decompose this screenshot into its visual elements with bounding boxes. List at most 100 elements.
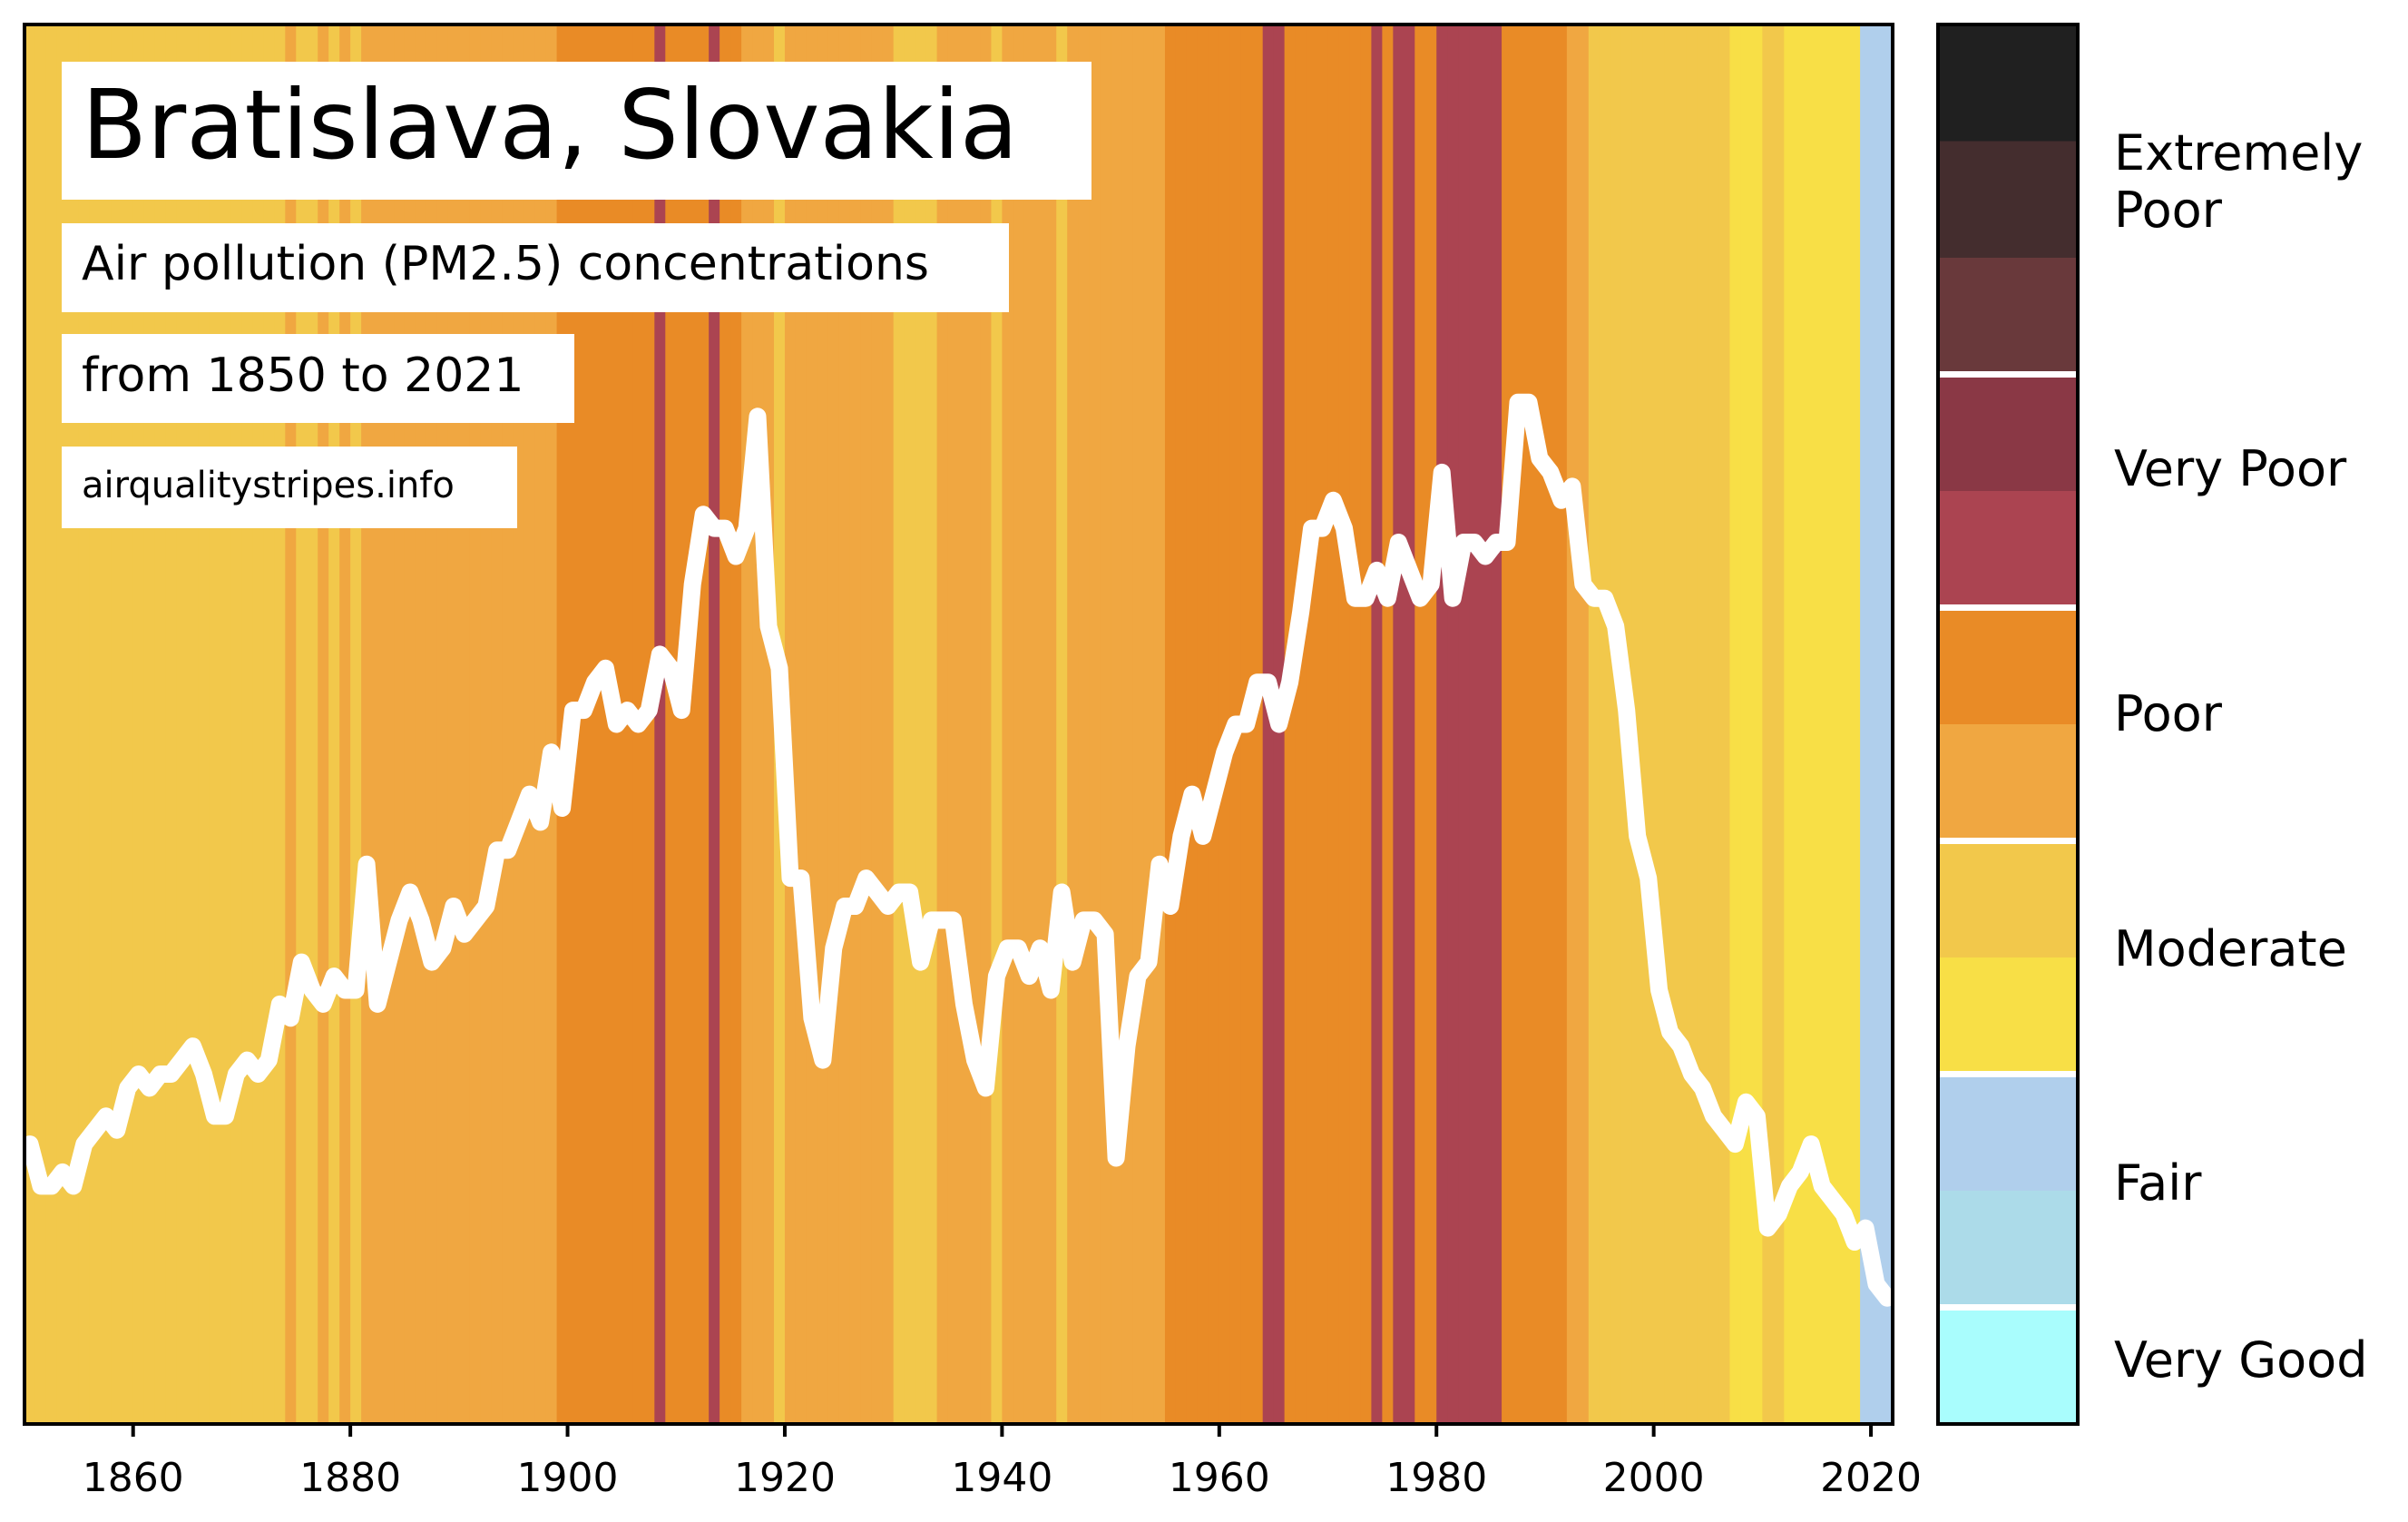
stripe-1982 [1458,25,1470,1424]
stripe-1909 [665,25,677,1424]
stripe-1949 [1100,25,1111,1424]
title-box [62,62,1091,200]
legend-swatch-10 [1938,1191,2078,1309]
stripe-1972 [1349,25,1362,1424]
subtitle-box-2 [62,334,574,423]
stripe-1985 [1491,25,1503,1424]
legend-labels: Extremely Poor Very Poor Poor Moderate Fair Ve… [2114,124,2368,1389]
stripe-1933 [925,25,938,1424]
stripe-1918 [763,25,775,1424]
x-tick-label-1920: 1920 [734,1455,836,1501]
stripe-1926 [849,25,862,1424]
x-tick-label-2000: 2000 [1603,1455,1705,1501]
legend-swatch-6 [1938,724,2078,842]
stripe-1992 [1566,25,1579,1424]
stripe-2010 [1762,25,1774,1424]
stripe-1967 [1295,25,1307,1424]
source-label: airqualitystripes.info [82,465,455,506]
stripe-1973 [1360,25,1372,1424]
stripe-1908 [654,25,666,1424]
legend-swatch-3 [1938,374,2078,492]
stripe-1984 [1480,25,1492,1424]
stripe-1976 [1393,25,1405,1424]
stripe-1917 [752,25,764,1424]
x-tick-label-1900: 1900 [517,1455,619,1501]
stripe-1852 [45,25,58,1424]
x-tick-label-1960: 1960 [1169,1455,1270,1501]
stripe-1935 [947,25,960,1424]
stripe-2009 [1751,25,1763,1424]
stripe-2017 [1838,25,1850,1424]
stripe-1969 [1317,25,1329,1424]
legend-swatch-4 [1938,491,2078,609]
stripe-1958 [1197,25,1209,1424]
legend-colorbar [1936,23,2080,1426]
stripe-1945 [1056,25,1068,1424]
stripe-1942 [1023,25,1035,1424]
stripe-1946 [1067,25,1079,1424]
stripe-2000 [1653,25,1666,1424]
title-block: Bratislava, Slovakia Air pollution (PM2.… [62,62,1091,528]
stripe-1988 [1522,25,1535,1424]
stripe-1916 [741,25,753,1424]
stripe-1912 [698,25,710,1424]
legend-swatch-5 [1938,607,2078,725]
stripe-1960 [1219,25,1231,1424]
stripe-1971 [1338,25,1351,1424]
legend-label-very-good: Very Good [2114,1331,2368,1389]
stripe-2002 [1675,25,1688,1424]
stripe-1975 [1382,25,1394,1424]
stripe-1941 [1013,25,1024,1424]
stripe-1948 [1089,25,1101,1424]
chart-subtitle-line1: Air pollution (PM2.5) concentrations [82,237,929,291]
stripe-1851 [34,25,47,1424]
x-tick-label-1880: 1880 [299,1455,401,1501]
x-tick-label-2020: 2020 [1820,1455,1922,1501]
stripe-1903 [600,25,612,1424]
stripe-2005 [1708,25,1720,1424]
stripe-1951 [1121,25,1133,1424]
stripe-1956 [1175,25,1188,1424]
stripe-2016 [1827,25,1839,1424]
stripe-1936 [958,25,971,1424]
stripe-2019 [1860,25,1872,1424]
legend-swatch-9 [1938,1074,2078,1192]
stripe-1998 [1631,25,1644,1424]
stripe-1911 [687,25,699,1424]
legend-swatch-7 [1938,840,2078,958]
subtitle-box-1 [62,223,1009,312]
stripe-2007 [1729,25,1742,1424]
stripe-1943 [1034,25,1046,1424]
stripe-1963 [1251,25,1264,1424]
stripe-1915 [730,25,742,1424]
x-tick-label-1980: 1980 [1385,1455,1487,1501]
stripe-2006 [1718,25,1731,1424]
legend-swatch-8 [1938,957,2078,1075]
stripe-1999 [1642,25,1655,1424]
legend-swatch-2 [1938,258,2078,376]
legend-label-poor: Poor [2114,685,2223,742]
stripe-1966 [1284,25,1297,1424]
stripe-1980 [1436,25,1448,1424]
stripe-1955 [1164,25,1177,1424]
stripe-2003 [1686,25,1698,1424]
stripe-1990 [1544,25,1557,1424]
stripe-2018 [1849,25,1861,1424]
stripe-1910 [676,25,688,1424]
stripe-1923 [817,25,829,1424]
legend-swatch-11 [1938,1307,2078,1425]
stripe-1991 [1555,25,1568,1424]
stripe-1994 [1588,25,1600,1424]
stripe-1968 [1306,25,1318,1424]
stripe-1927 [860,25,873,1424]
stripe-1913 [709,25,720,1424]
stripe-1952 [1132,25,1144,1424]
stripe-1979 [1425,25,1437,1424]
x-tick-label-1940: 1940 [951,1455,1052,1501]
stripe-1921 [795,25,808,1424]
stripe-1957 [1186,25,1199,1424]
stripe-1924 [827,25,840,1424]
plot-frame [23,23,1894,1426]
stripe-1922 [806,25,818,1424]
